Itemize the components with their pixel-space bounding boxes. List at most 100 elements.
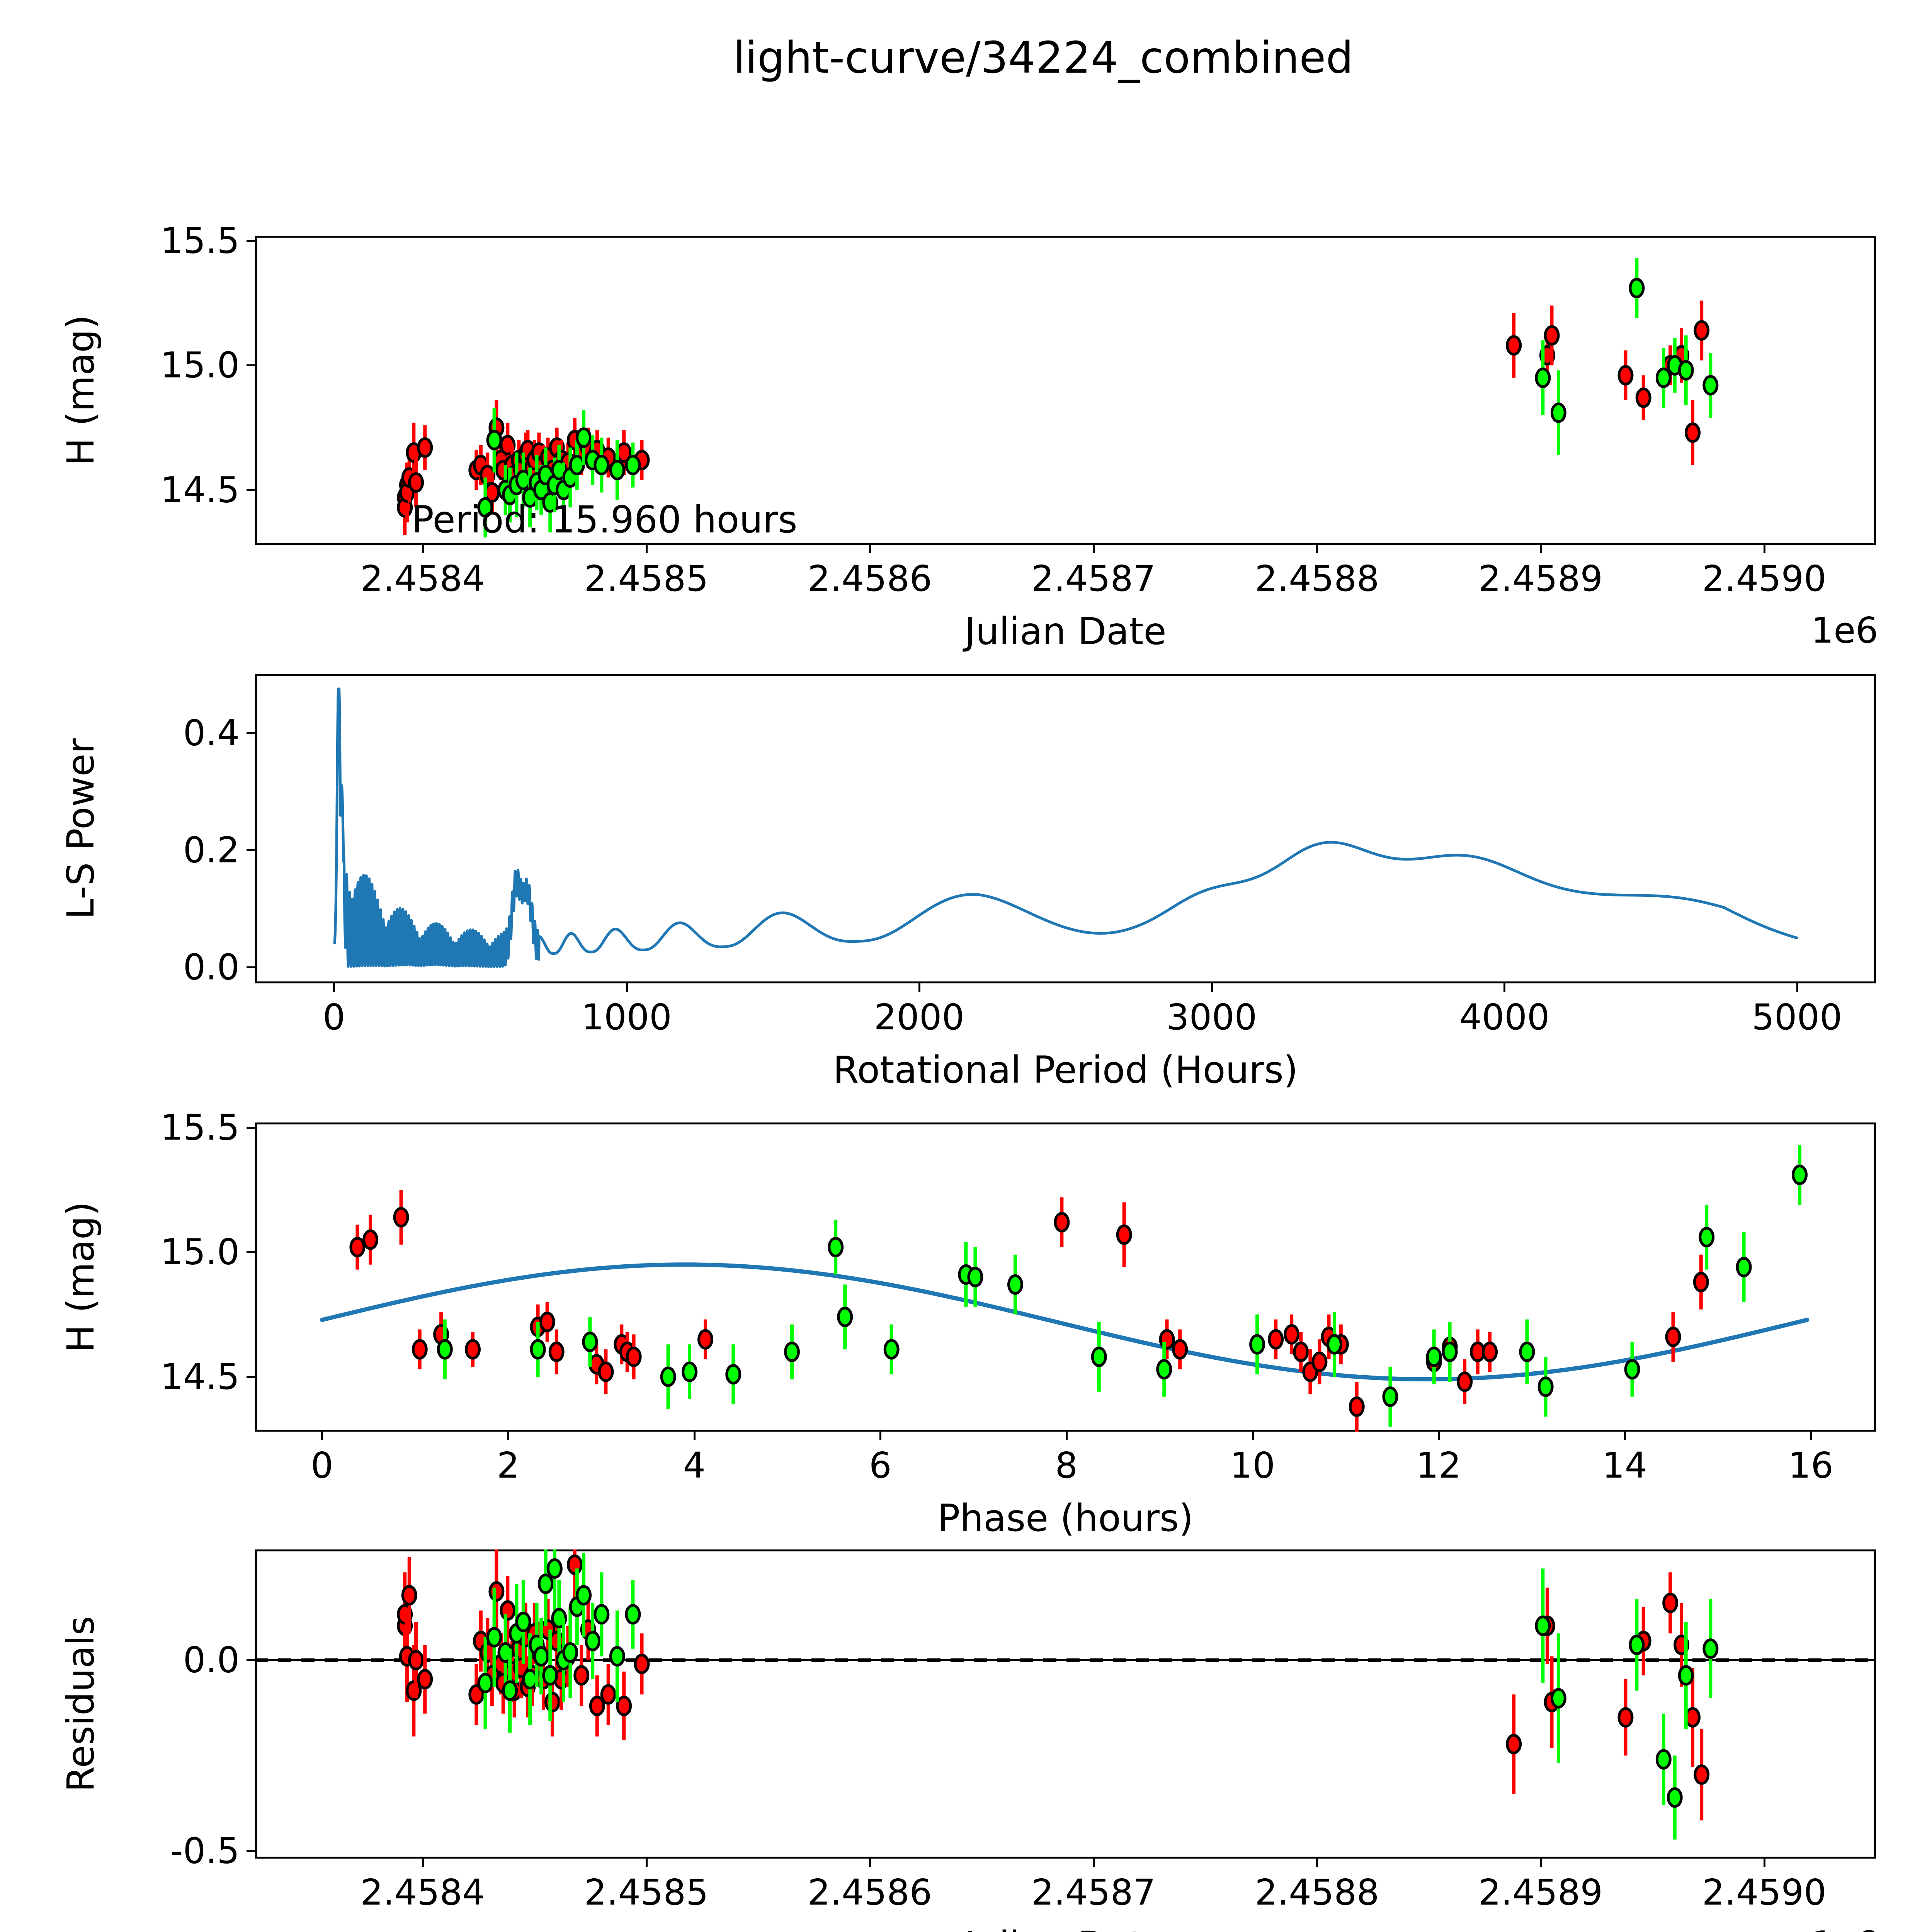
x-tick-mark bbox=[1316, 545, 1318, 553]
data-point-marker bbox=[1091, 1346, 1107, 1367]
y-tick-mark bbox=[247, 966, 255, 968]
data-point-marker bbox=[598, 1361, 614, 1382]
data-point-marker bbox=[408, 472, 424, 493]
data-point-marker bbox=[1655, 367, 1672, 388]
data-point-marker bbox=[626, 1346, 642, 1367]
data-point-marker bbox=[1482, 1342, 1498, 1362]
x-tick-mark bbox=[422, 1859, 424, 1867]
x-tick-label: 0 bbox=[323, 997, 345, 1038]
x-tick-label: 2.4586 bbox=[808, 558, 932, 599]
x-tick-label: 6 bbox=[869, 1445, 892, 1486]
y-tick-mark bbox=[247, 1376, 255, 1378]
x-tick-label: 2.4588 bbox=[1255, 558, 1379, 599]
data-point-marker bbox=[1624, 1359, 1640, 1380]
data-point-marker bbox=[1382, 1386, 1398, 1407]
data-point-marker bbox=[401, 1585, 417, 1606]
y-tick-label: 0.0 bbox=[183, 946, 240, 988]
data-series-green-band bbox=[437, 1145, 1808, 1427]
x-tick-label: 4 bbox=[683, 1445, 706, 1486]
x-axis-label: Julian Date bbox=[255, 1923, 1876, 1932]
data-point-marker bbox=[502, 1680, 518, 1701]
x-tick-label: 2.4586 bbox=[808, 1872, 932, 1913]
x-tick-mark bbox=[1092, 545, 1095, 553]
data-point-marker bbox=[548, 1342, 565, 1362]
data-point-marker bbox=[1694, 1764, 1710, 1785]
data-point-marker bbox=[609, 459, 625, 480]
x-tick-mark bbox=[1624, 1432, 1626, 1440]
y-axis-label: L-S Power bbox=[59, 738, 102, 920]
data-point-marker bbox=[784, 1342, 800, 1362]
data-point-marker bbox=[1678, 1665, 1694, 1686]
data-point-marker bbox=[1629, 277, 1645, 298]
data-point-marker bbox=[1284, 1324, 1300, 1345]
data-point-marker bbox=[1685, 422, 1701, 443]
data-point-marker bbox=[1550, 402, 1566, 423]
data-point-marker bbox=[828, 1237, 844, 1258]
x-tick-label: 2.4590 bbox=[1702, 1872, 1827, 1913]
data-point-marker bbox=[594, 455, 610, 476]
x-tick-mark bbox=[1763, 545, 1765, 553]
y-axis-label: Residuals bbox=[59, 1616, 102, 1792]
data-point-marker bbox=[594, 1604, 610, 1625]
x-tick-label: 1000 bbox=[581, 997, 672, 1038]
x-tick-label: 2.4589 bbox=[1478, 558, 1603, 599]
x-tick-label: 2.4587 bbox=[1031, 558, 1156, 599]
x-tick-mark bbox=[869, 1859, 871, 1867]
y-tick-mark bbox=[247, 364, 255, 367]
data-point-marker bbox=[544, 1692, 561, 1713]
y-axis-label: H (mag) bbox=[59, 1201, 102, 1353]
data-point-marker bbox=[1792, 1164, 1808, 1185]
data-point-marker bbox=[1457, 1371, 1473, 1392]
phase-folded-panel bbox=[255, 1122, 1876, 1432]
figure-title: light-curve/34224_combined bbox=[733, 33, 1354, 83]
x-tick-label: 0 bbox=[311, 1445, 333, 1486]
x-tick-label: 2000 bbox=[874, 997, 964, 1038]
x-tick-mark bbox=[645, 545, 648, 553]
data-point-marker bbox=[1617, 1707, 1634, 1728]
data-point-marker bbox=[625, 455, 641, 476]
x-tick-label: 3000 bbox=[1167, 997, 1257, 1038]
x-tick-mark bbox=[1503, 983, 1506, 992]
data-point-marker bbox=[1635, 387, 1651, 408]
y-tick-label: 15.0 bbox=[160, 344, 240, 386]
data-point-marker bbox=[585, 1631, 601, 1651]
data-point-marker bbox=[515, 469, 531, 490]
x-tick-label: 4000 bbox=[1459, 997, 1550, 1038]
data-point-marker bbox=[1506, 335, 1522, 356]
periodogram-power-curve bbox=[333, 687, 1799, 968]
residuals-panel bbox=[255, 1549, 1876, 1859]
y-tick-label: 15.5 bbox=[160, 220, 240, 262]
x-axis-label: Phase (hours) bbox=[937, 1497, 1194, 1540]
y-tick-mark bbox=[247, 240, 255, 242]
data-point-marker bbox=[1007, 1274, 1023, 1295]
x-tick-mark bbox=[879, 1432, 882, 1440]
data-point-marker bbox=[1442, 1342, 1458, 1362]
data-point-marker bbox=[697, 1329, 714, 1350]
data-point-marker bbox=[1544, 325, 1560, 346]
data-point-marker bbox=[1268, 1329, 1284, 1350]
data-point-marker bbox=[967, 1267, 983, 1287]
x-tick-mark bbox=[1763, 1859, 1765, 1867]
x-tick-mark bbox=[693, 1432, 696, 1440]
data-point-marker bbox=[1326, 1334, 1342, 1355]
y-tick-label: 15.0 bbox=[160, 1231, 240, 1273]
data-point-marker bbox=[682, 1361, 698, 1382]
phase-folded-plot-area bbox=[320, 1145, 1810, 1432]
data-point-marker bbox=[477, 1673, 493, 1694]
data-point-marker bbox=[1736, 1257, 1752, 1277]
data-point-marker bbox=[1617, 365, 1634, 386]
data-point-marker bbox=[1678, 360, 1694, 381]
data-point-marker bbox=[837, 1306, 853, 1327]
data-point-marker bbox=[1629, 1634, 1645, 1655]
data-point-marker bbox=[1311, 1351, 1328, 1372]
data-series-green-band bbox=[477, 1549, 1719, 1840]
x-tick-label: 2.4584 bbox=[360, 1872, 485, 1913]
x-tick-mark bbox=[1540, 1859, 1542, 1867]
data-series-red-band bbox=[397, 1549, 1710, 1821]
x-tick-label: 2.4590 bbox=[1702, 558, 1827, 599]
y-axis-label: H (mag) bbox=[59, 315, 102, 466]
data-point-marker bbox=[562, 1642, 578, 1663]
data-point-marker bbox=[412, 1339, 428, 1360]
residuals-plot-area bbox=[255, 1549, 1876, 1840]
x-tick-mark bbox=[321, 1432, 323, 1440]
